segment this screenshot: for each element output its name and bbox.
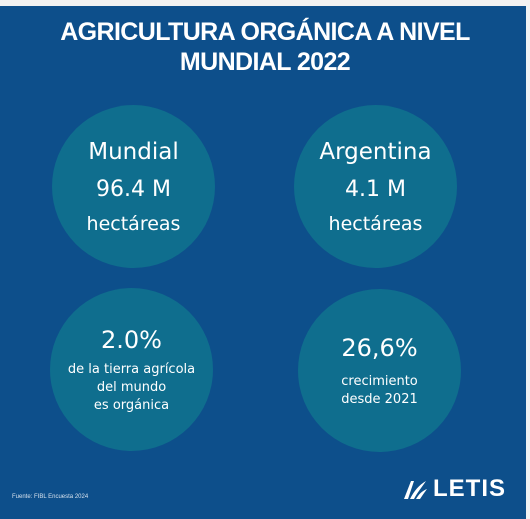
share-desc-line-3: es orgánica bbox=[93, 397, 170, 413]
argentina-value: 4.1 M bbox=[345, 176, 406, 202]
growth-desc-line-2: desde 2021 bbox=[341, 391, 418, 407]
growth-value: 26,6% bbox=[341, 333, 418, 362]
letis-logo: LETIS bbox=[402, 474, 506, 504]
share-description: de la tierra agrícola del mundo es orgán… bbox=[68, 361, 195, 415]
letis-leaf-icon bbox=[404, 481, 427, 499]
argentina-unit: hectáreas bbox=[328, 212, 423, 235]
share-desc-line-2: del mundo bbox=[96, 379, 167, 395]
argentina-stat-circle: Argentina 4.1 M hectáreas bbox=[294, 105, 457, 268]
source-note: Fuente: FIBL Encuesta 2024 bbox=[12, 494, 89, 500]
growth-stat-circle: 26,6% crecimiento desde 2021 bbox=[298, 289, 461, 452]
brand-name: LETIS bbox=[433, 475, 507, 502]
growth-description: crecimiento desde 2021 bbox=[341, 373, 418, 409]
share-value: 2.0% bbox=[101, 325, 162, 354]
share-stat-circle: 2.0% de la tierra agrícola del mundo es … bbox=[50, 288, 213, 451]
top-border bbox=[0, 0, 530, 6]
right-border bbox=[526, 0, 530, 519]
title-line-2: MUNDIAL 2022 bbox=[179, 48, 351, 76]
argentina-label: Argentina bbox=[319, 138, 432, 165]
share-desc-line-1: de la tierra agrícola bbox=[67, 361, 196, 377]
world-unit: hectáreas bbox=[86, 212, 181, 235]
world-value: 96.4 M bbox=[96, 176, 171, 202]
world-label: Mundial bbox=[88, 138, 179, 165]
title-line-1: AGRICULTURA ORGÁNICA A NIVEL bbox=[60, 18, 470, 46]
growth-desc-line-1: crecimiento bbox=[341, 373, 418, 389]
page-title: AGRICULTURA ORGÁNICA A NIVEL MUNDIAL 202… bbox=[0, 17, 530, 77]
world-stat-circle: Mundial 96.4 M hectáreas bbox=[52, 105, 215, 268]
